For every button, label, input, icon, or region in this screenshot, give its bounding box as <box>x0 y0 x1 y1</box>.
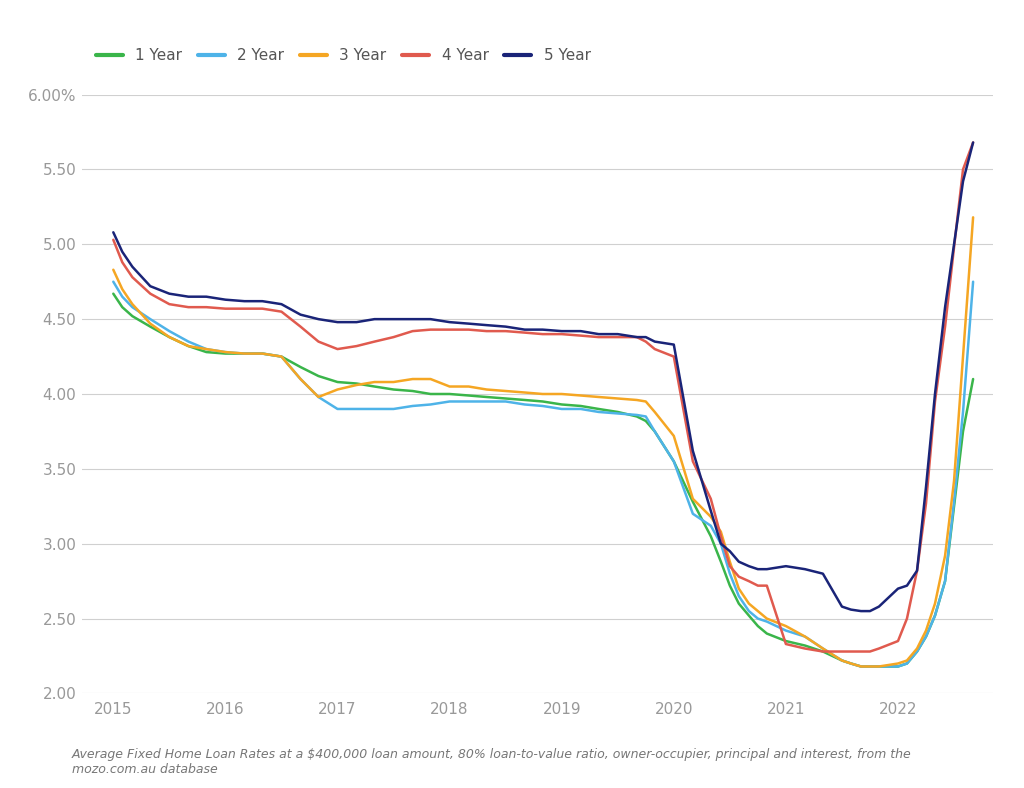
3 Year <box>855 662 867 671</box>
Line: 2 Year: 2 Year <box>114 282 973 667</box>
2 Year <box>948 497 961 507</box>
5 Year <box>892 584 904 593</box>
3 Year <box>108 265 120 274</box>
2 Year <box>799 632 811 641</box>
4 Year <box>350 341 362 351</box>
3 Year <box>742 599 755 608</box>
1 Year <box>892 662 904 671</box>
2 Year <box>892 662 904 671</box>
5 Year <box>967 138 979 147</box>
2 Year <box>350 404 362 414</box>
2 Year <box>108 277 120 287</box>
4 Year <box>799 644 811 653</box>
3 Year <box>350 381 362 390</box>
Line: 1 Year: 1 Year <box>114 294 973 667</box>
2 Year <box>742 607 755 616</box>
5 Year <box>742 561 755 571</box>
Legend: 1 Year, 2 Year, 3 Year, 4 Year, 5 Year: 1 Year, 2 Year, 3 Year, 4 Year, 5 Year <box>89 43 597 69</box>
1 Year <box>799 641 811 650</box>
5 Year <box>799 564 811 574</box>
5 Year <box>108 228 120 237</box>
1 Year <box>948 501 961 511</box>
3 Year <box>892 659 904 668</box>
1 Year <box>332 377 344 387</box>
3 Year <box>332 385 344 394</box>
1 Year <box>967 374 979 384</box>
5 Year <box>332 318 344 327</box>
2 Year <box>332 404 344 414</box>
2 Year <box>855 662 867 671</box>
4 Year <box>892 636 904 645</box>
Line: 3 Year: 3 Year <box>114 217 973 667</box>
5 Year <box>948 240 961 249</box>
3 Year <box>948 476 961 485</box>
1 Year <box>108 289 120 299</box>
1 Year <box>855 662 867 671</box>
1 Year <box>742 611 755 620</box>
4 Year <box>948 243 961 252</box>
4 Year <box>332 344 344 354</box>
2 Year <box>967 277 979 287</box>
3 Year <box>967 213 979 222</box>
4 Year <box>742 577 755 586</box>
3 Year <box>799 632 811 641</box>
4 Year <box>108 235 120 244</box>
Text: Average Fixed Home Loan Rates at a $400,000 loan amount, 80% loan-to-value ratio: Average Fixed Home Loan Rates at a $400,… <box>72 748 911 776</box>
Line: 5 Year: 5 Year <box>114 143 973 611</box>
4 Year <box>817 647 829 656</box>
5 Year <box>855 607 867 616</box>
4 Year <box>967 138 979 147</box>
5 Year <box>350 318 362 327</box>
1 Year <box>350 379 362 388</box>
Line: 4 Year: 4 Year <box>114 143 973 652</box>
